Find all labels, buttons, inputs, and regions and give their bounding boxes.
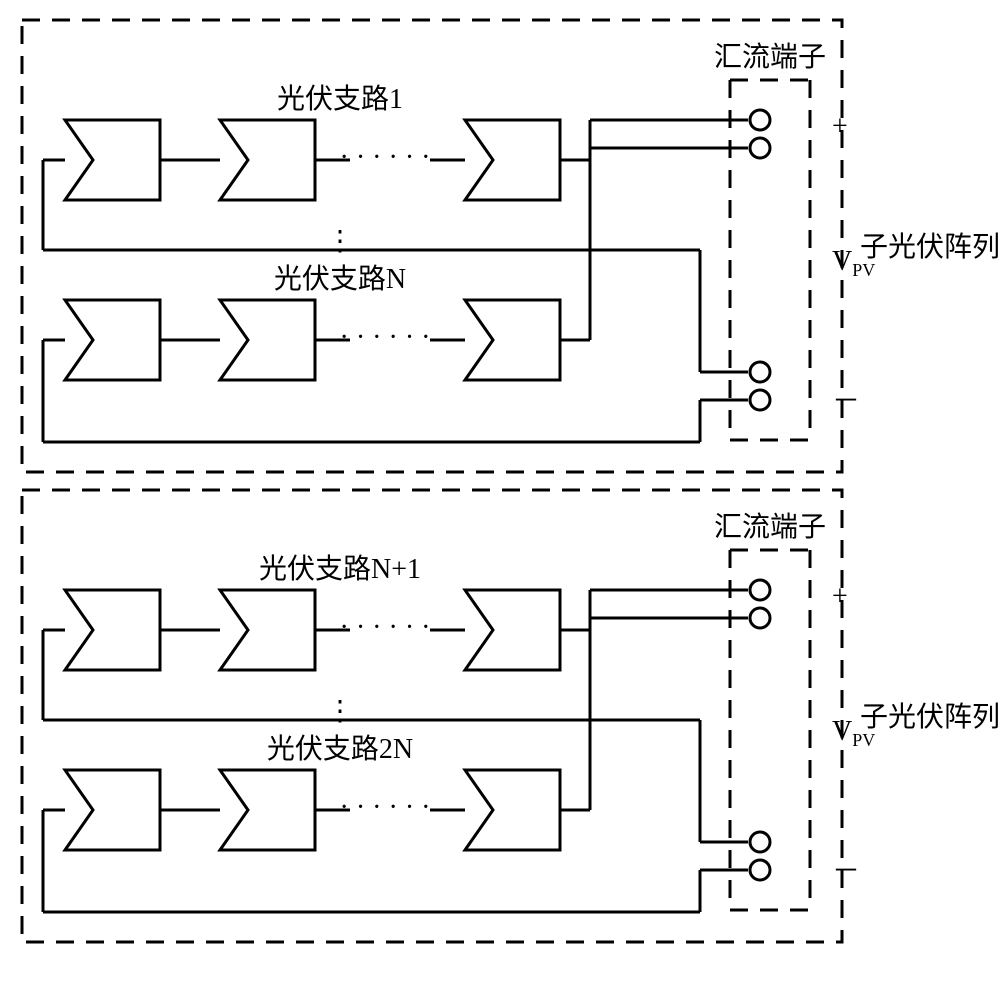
minus-label: － <box>832 386 860 417</box>
pv-module <box>465 120 560 200</box>
pv-module <box>220 300 315 380</box>
plus-label: + <box>832 111 848 142</box>
pv-module <box>65 770 160 850</box>
pv-module <box>220 120 315 200</box>
plus-label: + <box>832 581 848 612</box>
pv-module <box>65 300 160 380</box>
array-label: 子光伏阵列b <box>860 701 1000 733</box>
terminal-label: 汇流端子 <box>714 511 826 543</box>
pv-module <box>220 590 315 670</box>
branch-label: 光伏支路N+1 <box>259 553 421 585</box>
branch-label: 光伏支路2N <box>267 733 413 765</box>
array-label: 子光伏阵列a <box>860 231 1000 263</box>
pv-module <box>220 770 315 850</box>
ellipsis: · · · · · · <box>340 612 431 643</box>
ellipsis: · · · · · · <box>340 792 431 823</box>
pv-module <box>465 770 560 850</box>
pv-module <box>465 300 560 380</box>
terminal-label: 汇流端子 <box>714 41 826 73</box>
pv-module <box>465 590 560 670</box>
branch-label: 光伏支路1 <box>277 83 403 115</box>
vdots: ⋮ <box>326 226 354 257</box>
sub-pv-array: 汇流端子+－VPV子光伏阵列a光伏支路1· · · · · ·光伏支路N· · … <box>22 20 1000 472</box>
minus-label: － <box>832 856 860 887</box>
ellipsis: · · · · · · <box>340 322 431 353</box>
pv-module <box>65 120 160 200</box>
pv-module <box>65 590 160 670</box>
vdots: ⋮ <box>326 696 354 727</box>
ellipsis: · · · · · · <box>340 142 431 173</box>
branch-label: 光伏支路N <box>274 263 406 295</box>
sub-pv-array: 汇流端子+－VPV子光伏阵列b光伏支路N+1· · · · · ·光伏支路2N·… <box>22 490 1000 942</box>
diagram-root: 汇流端子+－VPV子光伏阵列a光伏支路1· · · · · ·光伏支路N· · … <box>10 10 1000 974</box>
